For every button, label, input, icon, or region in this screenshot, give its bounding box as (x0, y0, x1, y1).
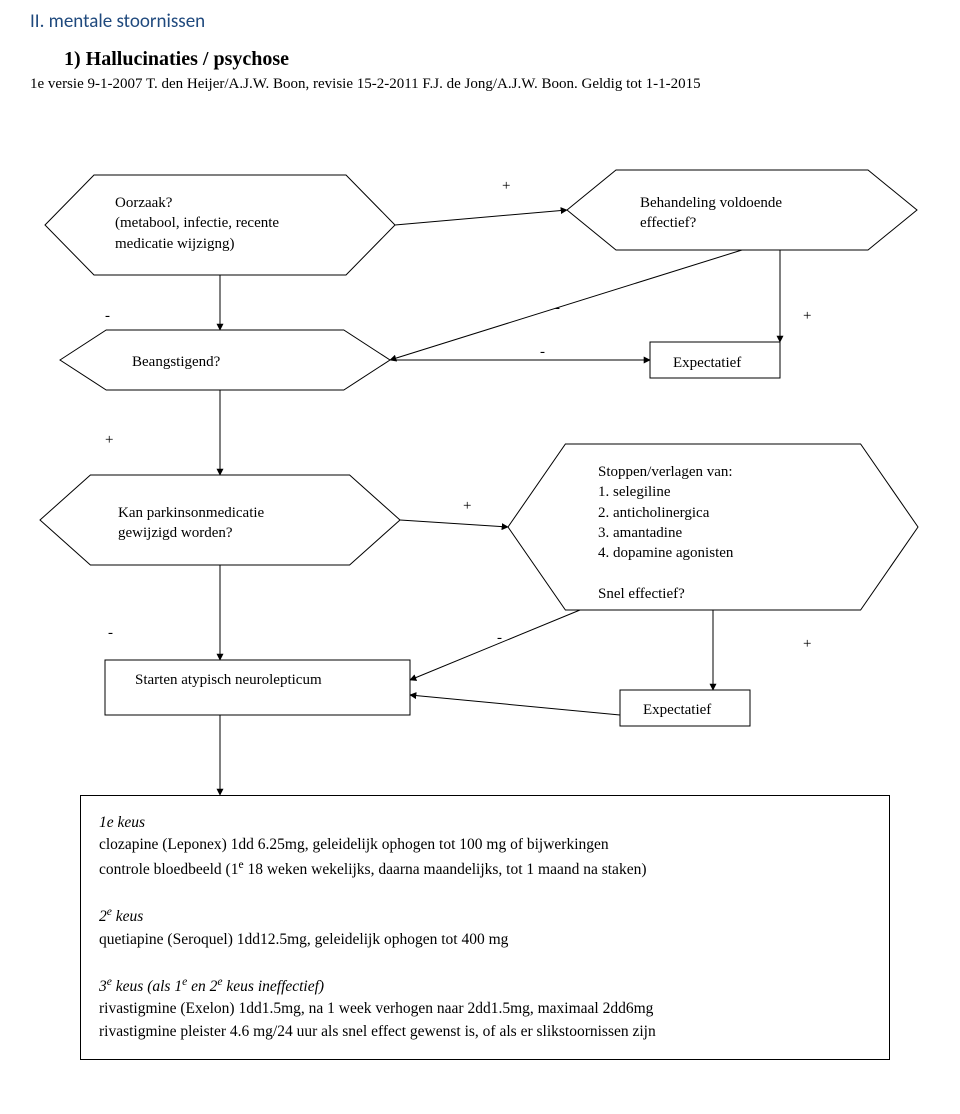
keus3-line1: rivastigmine (Exelon) 1dd1.5mg, na 1 wee… (99, 1000, 653, 1017)
node-text-kanpark: Kan parkinsonmedicatie gewijzigd worden? (118, 503, 264, 544)
edge-stoppen-starten (410, 610, 580, 680)
node-text-beangstigend: Beangstigend? (132, 352, 220, 372)
keus3-title: 3e keus (als 1e en 2e keus ineffectief) (99, 978, 324, 995)
keus2: 2e keus quetiapine (Seroquel) 1dd12.5mg,… (99, 904, 871, 951)
keus1-line2: controle bloedbeeld (1e 18 weken wekelij… (99, 861, 646, 878)
edge-label-0: + (502, 178, 510, 195)
node-text-starten: Starten atypisch neurolepticum (135, 670, 322, 690)
keus1: 1e keus clozapine (Leponex) 1dd 6.25mg, … (99, 812, 871, 882)
edge-label-4: - (540, 344, 545, 361)
keus1-line1: clozapine (Leponex) 1dd 6.25mg, geleidel… (99, 836, 609, 853)
edge-label-8: + (803, 636, 811, 653)
edge-expectatief2-starten (410, 695, 620, 715)
edge-label-3: - (555, 300, 560, 317)
keus2-line: quetiapine (Seroquel) 1dd12.5mg, geleide… (99, 931, 508, 948)
edge-label-7: - (108, 625, 113, 642)
edge-oorzaak-behandeling (395, 210, 567, 225)
edge-label-5: + (105, 432, 113, 449)
edge-label-2: + (803, 308, 811, 325)
keus3-line2: rivastigmine pleister 4.6 mg/24 uur als … (99, 1023, 656, 1040)
node-text-expectatief1: Expectatief (673, 353, 741, 373)
keus3: 3e keus (als 1e en 2e keus ineffectief) … (99, 974, 871, 1044)
node-beangstigend (60, 330, 390, 390)
edge-label-1: - (105, 308, 110, 325)
edge-label-6: + (463, 498, 471, 515)
keus1-title: 1e keus (99, 814, 145, 831)
node-text-behandeling: Behandeling voldoende effectief? (640, 193, 782, 234)
page: II. mentale stoornissen 1) Hallucinaties… (0, 0, 960, 1114)
treatment-panel: 1e keus clozapine (Leponex) 1dd 6.25mg, … (80, 795, 890, 1060)
edge-label-9: - (497, 630, 502, 647)
keus2-title: 2e keus (99, 908, 143, 925)
node-text-stoppen: Stoppen/verlagen van: 1. selegiline 2. a… (598, 462, 733, 604)
node-text-oorzaak: Oorzaak? (metabool, infectie, recente me… (115, 193, 279, 254)
edge-kanpark-stoppen (400, 520, 508, 527)
node-text-expectatief2: Expectatief (643, 700, 711, 720)
